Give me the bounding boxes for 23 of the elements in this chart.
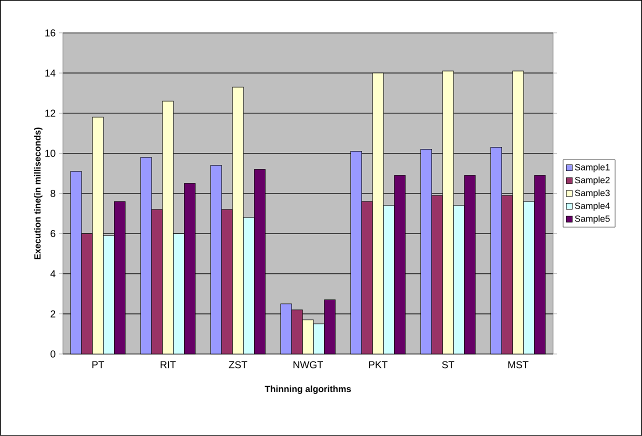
x-tick-label: PT bbox=[92, 361, 104, 368]
x-tick-label: MST bbox=[508, 361, 528, 368]
y-tick-label: 8 bbox=[50, 190, 56, 198]
y-tick-label: 6 bbox=[50, 230, 56, 238]
x-tick-label: RIT bbox=[160, 361, 176, 368]
x-tick-label: ZST bbox=[228, 361, 248, 368]
y-tick-label: 0 bbox=[50, 350, 56, 358]
legend-label: Sample1 bbox=[574, 164, 610, 172]
legend-label: Sample3 bbox=[574, 190, 610, 198]
legend-label: Sample4 bbox=[574, 202, 610, 211]
y-tick-label: 2 bbox=[50, 310, 56, 318]
y-tick-label: 4 bbox=[50, 270, 56, 278]
y-tick-label: 14 bbox=[45, 70, 56, 77]
y-axis-title: Execution tine(in milliseconds) bbox=[34, 128, 42, 260]
y-tick-label: 12 bbox=[45, 110, 56, 117]
x-tick-label: ST bbox=[442, 361, 454, 368]
legend-label: Sample2 bbox=[574, 176, 610, 186]
y-tick-label: 10 bbox=[45, 150, 56, 157]
y-tick-label: 16 bbox=[45, 29, 56, 36]
x-axis-title: Thinning algorithms bbox=[264, 386, 351, 394]
x-tick-label: PKT bbox=[369, 361, 388, 368]
legend-label: Sample5 bbox=[574, 215, 610, 224]
x-tick-label: NWGT bbox=[294, 361, 324, 368]
